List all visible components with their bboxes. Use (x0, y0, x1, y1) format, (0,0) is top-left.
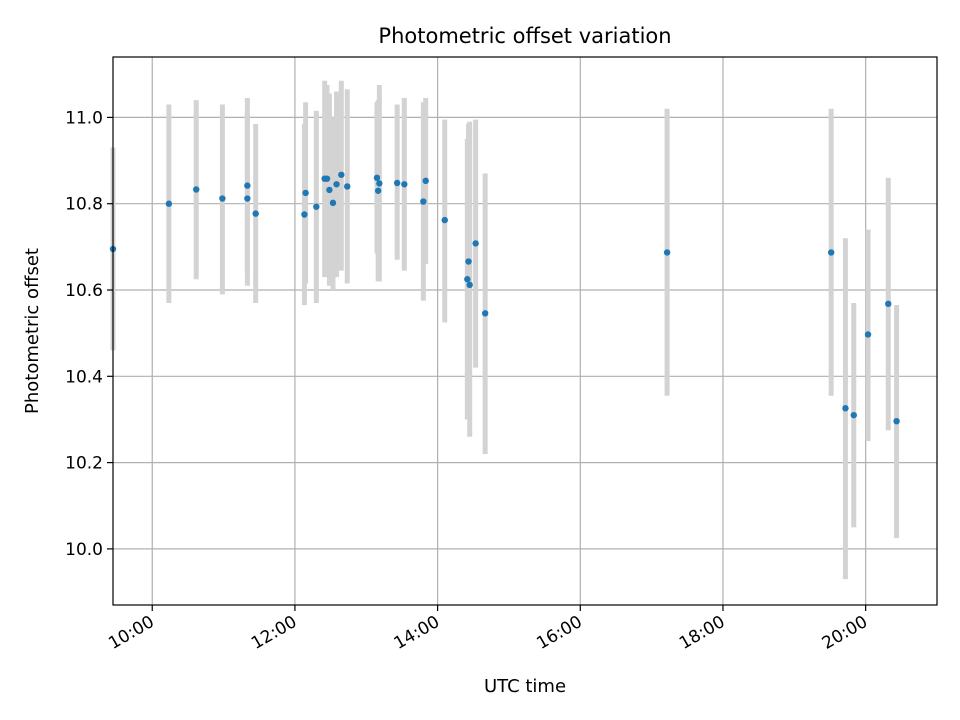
x-axis-label: UTC time (484, 676, 566, 697)
y-axis-ticks: 10.0 10.2 10.4 10.6 10.8 11.0 (65, 108, 113, 560)
chart-title: Photometric offset variation (378, 24, 671, 48)
data-point (893, 417, 900, 425)
data-point (441, 216, 448, 224)
data-point (338, 171, 345, 178)
plot-frame (112, 56, 938, 606)
data-point (885, 300, 892, 308)
y-tick-label: 10.4 (65, 367, 103, 387)
data-point (244, 195, 251, 202)
data-point (420, 198, 427, 205)
data-point (466, 281, 473, 289)
data-point (850, 411, 857, 419)
data-point (373, 174, 381, 182)
y-tick-label: 10.6 (65, 281, 103, 301)
data-point (842, 405, 849, 412)
data-point (252, 210, 259, 217)
data-point (472, 240, 479, 247)
y-tick-label: 11.0 (65, 108, 103, 128)
data-point (302, 189, 309, 197)
data-point (376, 180, 383, 187)
y-axis-label: Photometric offset (22, 248, 43, 414)
data-point (333, 181, 340, 188)
data-point (313, 203, 320, 210)
data-point (374, 187, 382, 194)
data-point (393, 179, 401, 187)
data-point (244, 182, 251, 189)
data-points (109, 171, 900, 425)
data-point (193, 186, 200, 193)
data-point (827, 249, 835, 256)
data-point (464, 276, 471, 283)
data-point (401, 181, 408, 188)
y-tick-label: 10.2 (65, 454, 103, 474)
data-point (301, 211, 308, 218)
data-point (465, 258, 472, 265)
y-tick-label: 10.0 (65, 540, 103, 560)
data-point (323, 175, 331, 182)
data-point (219, 195, 226, 202)
data-point (663, 249, 671, 256)
y-tick-label: 10.8 (65, 195, 103, 215)
data-point (329, 199, 337, 207)
data-point (481, 310, 489, 317)
data-point (864, 331, 872, 338)
data-point (165, 200, 173, 207)
data-point (326, 186, 333, 194)
data-point (422, 177, 429, 185)
data-point (344, 183, 351, 190)
